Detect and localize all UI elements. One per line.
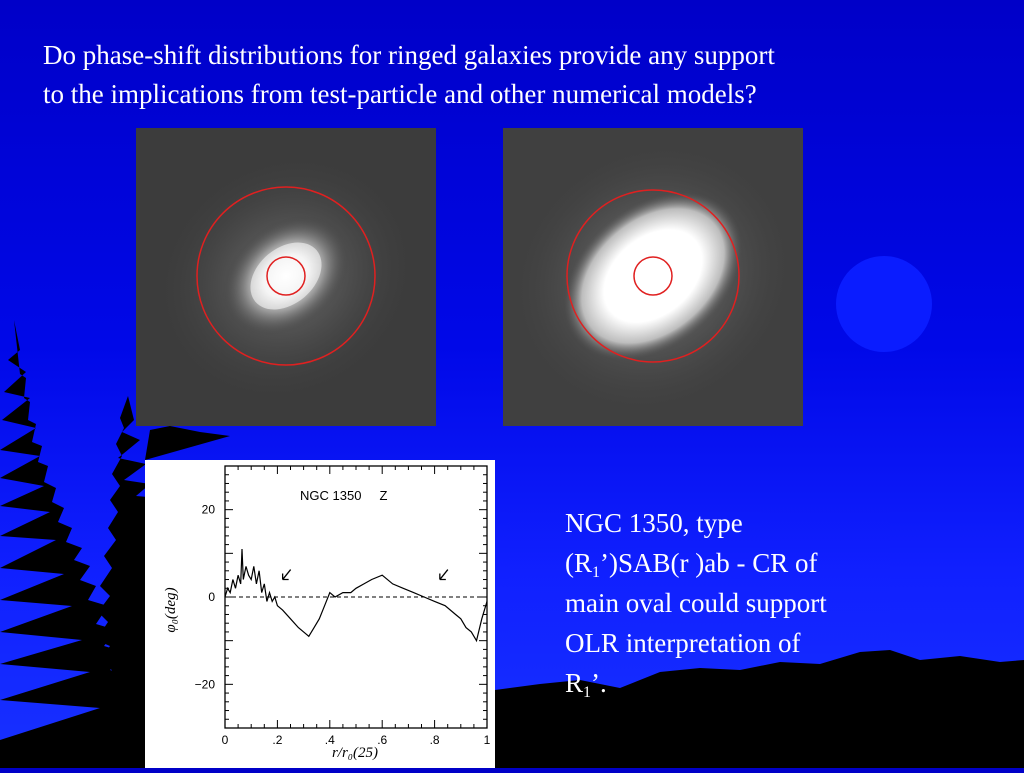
x-tick-label: .8 [430, 733, 440, 747]
y-tick-label: −20 [195, 677, 216, 691]
y-axis-label: φ₀(deg) [163, 587, 179, 632]
y-tick-label: 20 [202, 503, 216, 517]
caption-text: ’. [591, 668, 607, 698]
caption-line-3: main oval could support [565, 588, 827, 618]
caption-text: ’)SAB(r )ab - CR of [600, 548, 818, 578]
x-tick-label: .2 [272, 733, 282, 747]
annotation-arrow [439, 569, 449, 581]
galaxy-oval [564, 192, 742, 360]
shrub-silhouette [145, 426, 230, 460]
phase-shift-series [224, 548, 488, 643]
plot-frame [224, 465, 488, 729]
caption-line-5: R1’. [565, 663, 985, 703]
phase-shift-plot: 0 .2 .4 .6 .8 1 20 0 −20 NGC 1350 Z φ₀(deg) r/r₀… [163, 465, 491, 761]
galaxy-image-left [136, 128, 436, 426]
caption-text: R [565, 668, 584, 698]
outer-ring-circle [196, 186, 376, 366]
caption-text: (R [565, 548, 592, 578]
caption-subscript: 1 [583, 684, 592, 701]
x-tick-label: 0 [222, 733, 229, 747]
x-tick-label: .4 [325, 733, 335, 747]
y-tick-label: 0 [208, 590, 215, 604]
caption-line-1: NGC 1350, type [565, 508, 743, 538]
heading-line-1: Do phase-shift distributions for ringed … [43, 40, 775, 70]
caption-line-4: OLR interpretation of [565, 628, 801, 658]
slide-heading: Do phase-shift distributions for ringed … [43, 36, 1003, 114]
inner-ring-circle [633, 256, 673, 296]
chart-title: NGC 1350 Z [300, 488, 387, 503]
hills-silhouette [495, 650, 1024, 768]
x-axis-label: r/r₀(25) [332, 745, 378, 761]
phase-shift-chart: 0 .2 .4 .6 .8 1 20 0 −20 NGC 1350 Z φ₀(deg) r/r₀… [145, 460, 495, 768]
x-tick-label: 1 [484, 733, 491, 747]
inner-ring-circle [266, 256, 306, 296]
caption-subscript: 1 [592, 564, 600, 581]
heading-line-2: to the implications from test-particle a… [43, 79, 757, 109]
pine-tree-small [96, 396, 160, 768]
caption-line-2: (R1’)SAB(r )ab - CR of [565, 543, 985, 583]
moon-circle [836, 256, 932, 352]
annotation-arrow [281, 569, 292, 581]
outer-ring-circle [566, 189, 740, 363]
x-tick-label: .6 [377, 733, 387, 747]
figure-caption: NGC 1350, type (R1’)SAB(r )ab - CR of ma… [565, 503, 985, 703]
galaxy-image-right [503, 128, 803, 426]
